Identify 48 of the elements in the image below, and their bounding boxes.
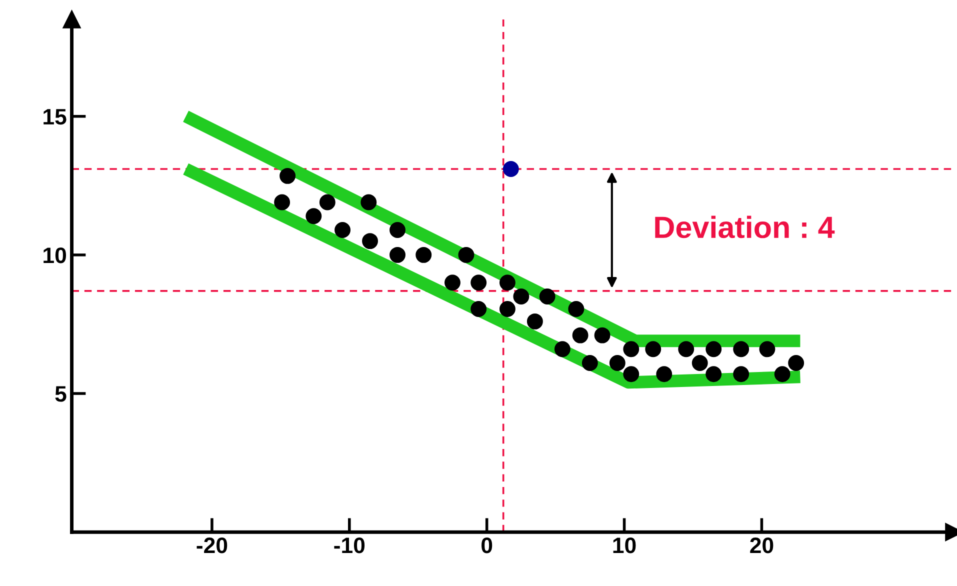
point (416, 246, 432, 263)
point (582, 355, 598, 371)
x-tick-label: -10 (334, 538, 365, 554)
point (390, 246, 406, 263)
point (513, 288, 530, 304)
point (360, 194, 377, 210)
point (568, 300, 584, 317)
point (274, 194, 290, 210)
point (362, 233, 378, 250)
point (623, 366, 640, 382)
point (692, 355, 708, 371)
point (502, 161, 519, 177)
point (788, 355, 804, 371)
point (539, 288, 556, 304)
point (470, 300, 487, 317)
point (706, 366, 722, 382)
point (280, 168, 296, 184)
y-tick-label: 5 (55, 386, 66, 402)
point (733, 341, 750, 358)
point (319, 194, 336, 210)
y-tick-label: 15 (44, 109, 66, 125)
point (572, 327, 588, 344)
x-tick-label: -20 (196, 538, 228, 554)
point (499, 300, 516, 317)
y-tick-label: 10 (44, 247, 66, 264)
point (444, 274, 460, 291)
point (774, 366, 790, 382)
point (390, 222, 406, 238)
point (609, 355, 626, 371)
point (645, 341, 662, 358)
x-tick-label: 0 (482, 538, 492, 554)
point (499, 274, 516, 291)
point (678, 341, 694, 358)
x-tick-label: 10 (613, 538, 636, 554)
point (306, 208, 322, 224)
point (526, 313, 543, 330)
point (470, 274, 487, 291)
x-tick-label: 20 (750, 538, 774, 554)
annotation: Deviation : 4 (655, 216, 835, 238)
point (733, 366, 750, 382)
point (623, 341, 640, 358)
point (594, 327, 610, 344)
point (706, 341, 722, 358)
point (759, 341, 776, 358)
point (458, 246, 474, 263)
point (656, 366, 672, 382)
point (334, 222, 351, 238)
point (554, 341, 570, 358)
